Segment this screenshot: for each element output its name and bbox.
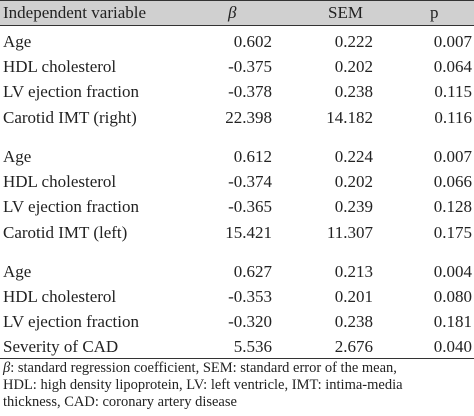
table-row: LV ejection fraction -0.378 0.238 0.115 [0,82,474,104]
beta-cell: -0.353 [228,287,272,306]
variable-cell: Age [3,32,32,51]
sem-cell: 0.213 [334,262,373,281]
beta-cell: -0.374 [228,172,272,191]
p-cell: 0.175 [433,223,472,242]
beta-cell: -0.365 [228,197,272,216]
table-row: LV ejection fraction -0.365 0.239 0.128 [0,197,474,219]
sem-cell: 0.238 [334,82,373,101]
p-cell: 0.064 [433,57,472,76]
header-sem: SEM [328,3,363,22]
footnote-line-2: HDL: high density lipoprotein, LV: left … [3,377,403,393]
p-cell: 0.066 [433,172,472,191]
variable-cell: HDL cholesterol [3,57,117,76]
variable-cell: Carotid IMT (right) [3,108,137,127]
beta-cell: -0.378 [228,82,272,101]
variable-cell: Age [3,147,32,166]
variable-cell: Carotid IMT (left) [3,223,128,242]
table-row: HDL cholesterol -0.375 0.202 0.064 [0,57,474,79]
p-cell: 0.004 [433,262,472,281]
footnote-text-1: : standard regression coefficient, SEM: … [10,360,397,376]
table-bottom-rule [0,358,474,359]
header-beta: β [228,3,237,22]
table-row: HDL cholesterol -0.353 0.201 0.080 [0,287,474,309]
footnote-line-1: β: standard regression coefficient, SEM:… [3,360,471,377]
table-row: Severity of CAD 5.536 2.676 0.040 [0,337,474,359]
beta-cell: 0.612 [233,147,272,166]
sem-cell: 0.202 [334,57,373,76]
variable-cell: HDL cholesterol [3,287,117,306]
table-header: Independent variable β SEM p [0,0,474,26]
variable-cell: LV ejection fraction [3,312,139,331]
header-p: p [430,3,439,22]
beta-cell: 0.627 [233,262,272,281]
p-cell: 0.080 [433,287,472,306]
footnote-line-3: thickness, CAD: coronary artery disease [3,394,237,410]
table-footnote: β: standard regression coefficient, SEM:… [3,360,471,411]
beta-cell: 0.602 [233,32,272,51]
p-cell: 0.115 [434,82,472,101]
sem-cell: 0.222 [334,32,373,51]
sem-cell: 11.307 [326,223,373,242]
variable-cell: LV ejection fraction [3,197,139,216]
table-row: HDL cholesterol -0.374 0.202 0.066 [0,172,474,194]
beta-cell: 22.398 [225,108,272,127]
table-row: Carotid IMT (right) 22.398 14.182 0.116 [0,108,474,130]
sem-cell: 2.676 [334,337,373,356]
sem-cell: 0.202 [334,172,373,191]
beta-cell: 15.421 [225,223,272,242]
variable-cell: HDL cholesterol [3,172,117,191]
beta-cell: -0.375 [228,57,272,76]
table-row: LV ejection fraction -0.320 0.238 0.181 [0,312,474,334]
variable-cell: LV ejection fraction [3,82,139,101]
variable-cell: Severity of CAD [3,337,119,356]
beta-cell: 5.536 [233,337,272,356]
sem-cell: 0.239 [334,197,373,216]
table-row: Age 0.627 0.213 0.004 [0,262,474,284]
p-cell: 0.128 [433,197,472,216]
sem-cell: 0.201 [334,287,373,306]
p-cell: 0.007 [433,147,472,166]
p-cell: 0.116 [434,108,472,127]
p-cell: 0.007 [433,32,472,51]
p-cell: 0.181 [433,312,472,331]
table-row: Age 0.602 0.222 0.007 [0,32,474,54]
sem-cell: 0.224 [334,147,373,166]
footnote-beta-symbol: β [3,360,11,376]
sem-cell: 0.238 [334,312,373,331]
table-row: Carotid IMT (left) 15.421 11.307 0.175 [0,223,474,245]
header-independent-variable: Independent variable [3,3,147,22]
p-cell: 0.040 [433,337,472,356]
variable-cell: Age [3,262,32,281]
beta-cell: -0.320 [228,312,272,331]
table-row: Age 0.612 0.224 0.007 [0,147,474,169]
sem-cell: 14.182 [326,108,373,127]
